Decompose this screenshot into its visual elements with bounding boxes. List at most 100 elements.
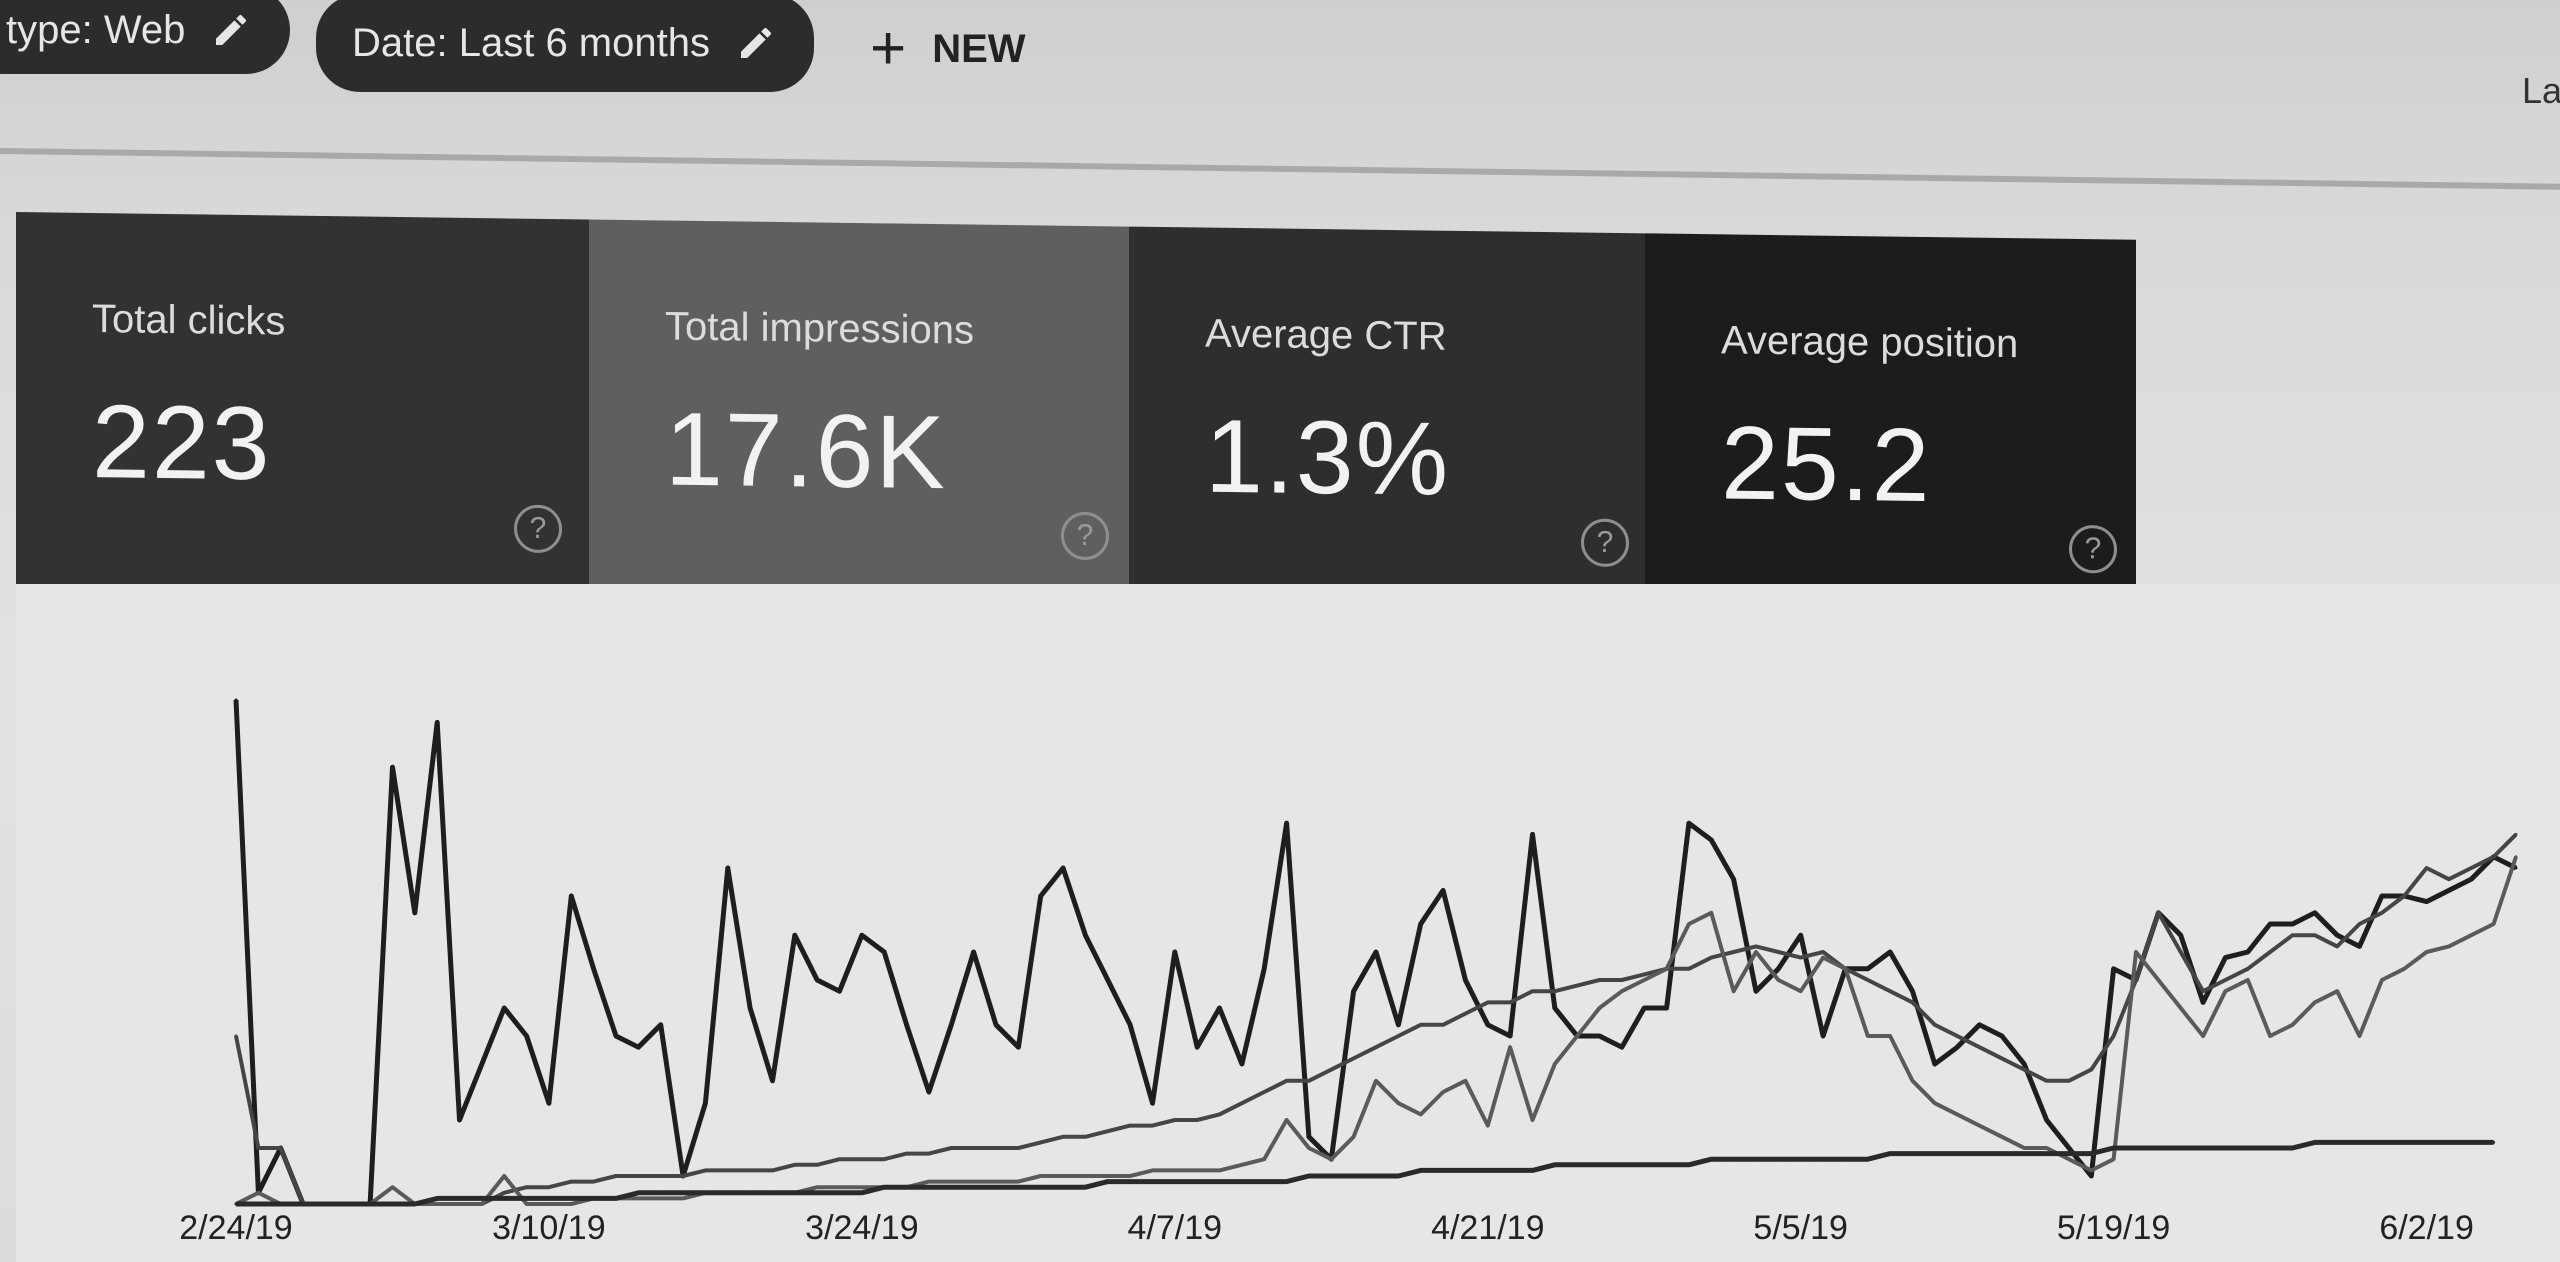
data-point-main: [1083, 933, 1087, 937]
data-point-ctr: [972, 1180, 976, 1184]
data-point-position: [368, 1202, 372, 1206]
data-point-main: [1307, 1135, 1311, 1139]
data-point-impressions: [2335, 944, 2339, 948]
data-point-main: [1955, 1045, 1959, 1049]
data-point-position: [1687, 1163, 1691, 1167]
metric-card-total-clicks[interactable]: Total clicks 223 ?: [16, 212, 589, 592]
data-point-impressions: [1531, 989, 1534, 993]
data-point-impressions: [592, 1180, 596, 1184]
data-point-main: [1776, 967, 1780, 971]
data-point-ctr: [1575, 1034, 1579, 1038]
series-line-position[interactable]: [236, 1139, 2494, 1207]
data-point-position: [1933, 1152, 1937, 1156]
date-filter-chip[interactable]: Date: Last 6 months: [316, 0, 814, 92]
data-point-position: [1888, 1152, 1892, 1156]
type-filter-chip[interactable]: type: Web: [0, 0, 290, 74]
data-point-main: [391, 765, 394, 769]
data-point-main: [1039, 894, 1043, 898]
pencil-icon[interactable]: [211, 10, 251, 50]
data-point-position: [1374, 1174, 1378, 1178]
data-point-ctr: [1486, 1124, 1490, 1128]
data-point-ctr: [1396, 1101, 1400, 1105]
data-point-impressions: [1374, 1045, 1378, 1049]
data-point-impressions: [2358, 922, 2361, 926]
data-point-ctr: [2402, 967, 2406, 971]
data-point-ctr: [1463, 1079, 1467, 1083]
data-point-impressions: [2223, 978, 2227, 982]
data-point-main: [1016, 1045, 1020, 1049]
plus-icon: +: [870, 14, 907, 83]
data-point-impressions: [1352, 1056, 1356, 1060]
data-point-position: [1039, 1185, 1043, 1189]
data-point-main: [614, 1034, 618, 1038]
data-point-main: [413, 911, 417, 915]
data-point-ctr: [860, 1185, 864, 1189]
data-point-ctr: [2045, 1146, 2049, 1150]
data-point-position: [771, 1191, 774, 1195]
data-point-main: [815, 978, 819, 982]
line-chart-svg[interactable]: 2/24/19 3/10/19 3/24/19 4/7/19 4/21/19 5/5/19…: [16, 584, 2560, 1262]
data-point-main: [793, 933, 797, 937]
help-circle-icon[interactable]: ?: [1061, 511, 1109, 561]
data-point-position: [860, 1191, 864, 1195]
data-point-main: [1531, 832, 1534, 836]
series-line-ctr[interactable]: [235, 856, 2518, 1206]
data-point-ctr: [1061, 1174, 1065, 1178]
data-point-impressions: [2000, 1056, 2004, 1060]
data-point-main: [1799, 933, 1803, 937]
data-point-impressions: [1866, 978, 1870, 982]
data-point-main: [1911, 989, 1914, 993]
data-point-position: [346, 1202, 350, 1206]
data-point-position: [1173, 1180, 1177, 1184]
metric-card-average-position[interactable]: Average position 25.2 ?: [1645, 233, 2136, 612]
data-point-main: [480, 1062, 484, 1066]
data-point-impressions: [994, 1146, 998, 1150]
metric-card-total-impressions[interactable]: Total impressions 17.6K ?: [589, 219, 1129, 599]
data-point-main: [2000, 1034, 2004, 1038]
data-point-impressions: [1285, 1079, 1289, 1083]
data-point-main: [1754, 989, 1758, 993]
data-point-position: [2425, 1140, 2429, 1144]
data-point-ctr: [1218, 1168, 1221, 1172]
data-point-ctr: [1531, 1118, 1534, 1122]
metric-title: Total impressions: [665, 304, 975, 353]
data-point-impressions: [860, 1157, 864, 1161]
data-point-main: [1508, 1034, 1512, 1038]
data-point-impressions: [2134, 978, 2138, 982]
data-point-position: [748, 1191, 752, 1195]
pencil-icon[interactable]: [736, 23, 776, 63]
data-point-position: [1061, 1185, 1065, 1189]
metric-title: Average position: [1721, 318, 2019, 367]
data-point-ctr: [2223, 989, 2227, 993]
data-point-impressions: [525, 1185, 529, 1189]
data-point-ctr: [1620, 989, 1624, 993]
data-point-impressions: [1128, 1124, 1132, 1128]
data-point-main: [1419, 922, 1423, 926]
data-point-ctr: [2447, 944, 2451, 948]
data-point-position: [2268, 1146, 2272, 1150]
help-circle-icon[interactable]: ?: [514, 504, 562, 554]
data-point-impressions: [1553, 989, 1557, 993]
data-point-impressions: [927, 1152, 931, 1156]
data-point-position: [793, 1191, 797, 1195]
data-point-position: [323, 1202, 327, 1206]
data-point-position: [659, 1191, 663, 1195]
data-point-position: [2402, 1140, 2406, 1144]
data-point-ctr: [636, 1196, 640, 1200]
data-point-ctr: [391, 1185, 394, 1189]
data-point-main: [1687, 821, 1691, 825]
data-point-ctr: [1888, 1034, 1892, 1038]
data-point-impressions: [2469, 866, 2473, 870]
help-circle-icon[interactable]: ?: [1581, 518, 1629, 568]
performance-chart[interactable]: 2/24/19 3/10/19 3/24/19 4/7/19 4/21/19 5/5/19…: [16, 584, 2560, 1262]
data-point-main: [2022, 1062, 2026, 1066]
metric-card-average-ctr[interactable]: Average CTR 1.3% ?: [1129, 226, 1645, 606]
help-circle-icon[interactable]: ?: [2069, 524, 2117, 574]
data-point-impressions: [1419, 1023, 1423, 1027]
metric-value: 17.6K: [665, 391, 947, 512]
data-point-impressions: [1463, 1012, 1467, 1016]
data-point-position: [726, 1191, 730, 1195]
data-point-ctr: [681, 1196, 685, 1200]
new-filter-button[interactable]: + NEW: [870, 14, 1026, 84]
